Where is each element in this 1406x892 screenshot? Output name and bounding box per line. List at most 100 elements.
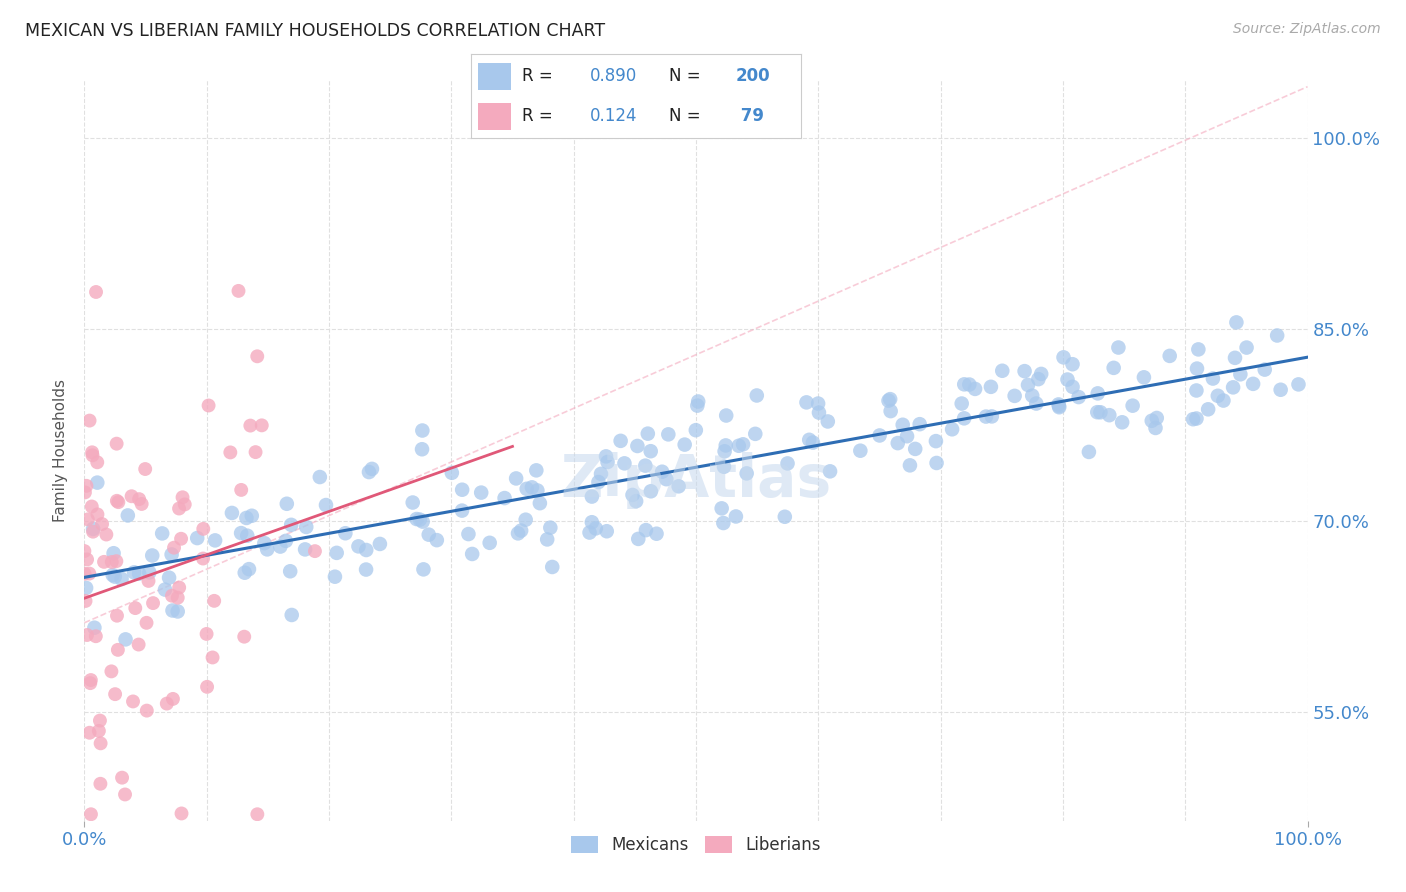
Point (402, 495, 425, 509)
Point (745, 388, 768, 402)
Text: 200: 200 (735, 68, 770, 86)
Point (157, 571, 180, 585)
Point (510, 524, 533, 538)
Point (1225, 315, 1247, 329)
Point (1062, 357, 1084, 371)
Point (581, 490, 603, 504)
Point (1062, 380, 1084, 394)
Point (908, 417, 931, 432)
Point (980, 380, 1002, 394)
Point (411, 442, 433, 457)
Point (412, 515, 434, 529)
Point (1236, 341, 1258, 355)
Point (73, 566, 96, 581)
Point (1031, 367, 1053, 381)
Point (357, 465, 380, 479)
Point (204, 533, 226, 548)
Point (685, 423, 707, 437)
Point (105, 608, 128, 623)
Point (76, 512, 98, 526)
Point (637, 426, 659, 441)
Point (877, 393, 900, 408)
Point (128, 566, 150, 581)
Point (1014, 364, 1036, 378)
Point (1212, 393, 1234, 408)
Point (335, 526, 357, 541)
Point (1077, 445, 1099, 459)
Point (89, 777, 111, 791)
Point (323, 570, 346, 584)
Point (1087, 386, 1109, 401)
Point (191, 551, 214, 566)
Point (276, 497, 298, 511)
Point (621, 488, 644, 502)
Point (162, 603, 184, 617)
Point (807, 406, 830, 420)
Point (75, 594, 97, 608)
Point (869, 428, 891, 442)
Point (160, 589, 183, 603)
Point (461, 547, 484, 561)
Text: N =: N = (669, 68, 706, 86)
Text: MEXICAN VS LIBERIAN FAMILY HOUSEHOLDS CORRELATION CHART: MEXICAN VS LIBERIAN FAMILY HOUSEHOLDS CO… (25, 22, 606, 40)
Point (153, 582, 176, 597)
Point (1197, 402, 1219, 417)
Point (87, 723, 110, 738)
Point (128, 492, 150, 507)
Point (1241, 376, 1264, 391)
Point (170, 532, 193, 546)
Point (541, 560, 564, 574)
Point (101, 568, 124, 582)
Point (142, 596, 165, 610)
Point (93, 555, 115, 569)
Point (166, 604, 188, 618)
Point (1288, 377, 1310, 392)
Point (849, 443, 872, 458)
Point (280, 607, 302, 622)
Point (96, 527, 118, 541)
Point (596, 524, 619, 539)
Point (121, 489, 143, 503)
Point (368, 537, 391, 551)
Point (138, 574, 160, 588)
Point (613, 456, 636, 470)
Point (135, 615, 157, 630)
Point (278, 564, 301, 578)
Point (411, 424, 433, 438)
Point (1085, 405, 1108, 419)
Point (246, 349, 269, 363)
Point (657, 427, 679, 442)
Point (713, 444, 735, 458)
Point (166, 591, 188, 605)
Point (645, 526, 668, 541)
Point (110, 572, 132, 586)
Point (89, 714, 111, 728)
Point (1017, 378, 1039, 392)
Point (1222, 380, 1244, 394)
Point (925, 434, 948, 449)
Point (122, 566, 145, 580)
Point (219, 445, 242, 459)
Text: 0.890: 0.890 (591, 68, 637, 86)
Point (104, 687, 127, 701)
Point (250, 418, 273, 433)
Point (150, 526, 173, 541)
Point (101, 555, 124, 569)
Point (79, 566, 101, 581)
Point (308, 470, 330, 484)
Point (141, 549, 163, 563)
Point (526, 483, 548, 498)
Point (221, 506, 243, 520)
Point (1254, 362, 1277, 376)
Point (162, 692, 184, 706)
Point (354, 543, 377, 558)
Text: 79: 79 (735, 107, 765, 125)
Point (991, 364, 1014, 378)
Point (818, 464, 841, 478)
Point (727, 439, 749, 453)
Point (470, 485, 492, 500)
Point (128, 638, 150, 652)
Point (91, 516, 114, 531)
Point (107, 495, 129, 509)
Point (325, 546, 347, 560)
